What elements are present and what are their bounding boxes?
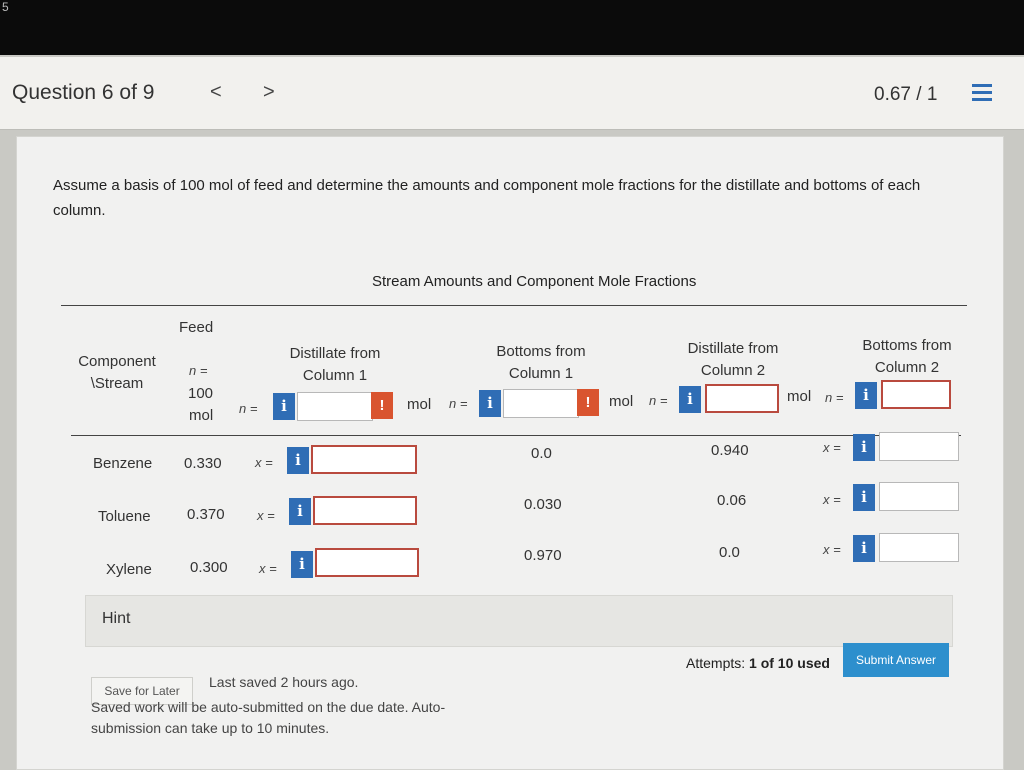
edge-fragment: 5 xyxy=(2,0,9,14)
row-toluene-bot1: 0.030 xyxy=(524,496,562,513)
row-benzene-bot2-info-icon[interactable]: i xyxy=(853,434,875,461)
bot1-n-warning-icon: ! xyxy=(577,389,599,416)
row-xylene-dist1-info-icon[interactable]: i xyxy=(291,551,313,578)
distillate-col2-header: Distillate from Column 2 xyxy=(687,340,779,379)
dist1-n-input[interactable] xyxy=(297,392,373,421)
row-benzene-dist1-input[interactable] xyxy=(311,445,417,474)
save-for-later-button[interactable]: Save for Later xyxy=(91,677,193,705)
attempts-counter: Attempts: 1 of 10 used xyxy=(686,655,830,671)
question-header: Question 6 of 9 < > 0.67 / 1 xyxy=(0,57,1024,130)
row-xylene-component: Xylene xyxy=(106,561,152,578)
dist2-n-input[interactable] xyxy=(705,384,779,413)
score-display: 0.67 / 1 xyxy=(874,84,938,105)
row-toluene-component: Toluene xyxy=(98,508,151,525)
row-benzene-dist2: 0.940 xyxy=(711,442,749,459)
dist1-n-label: n = xyxy=(239,401,258,416)
feed-n-unit: mol xyxy=(189,407,214,424)
row-xylene-dist2: 0.0 xyxy=(719,544,740,561)
dist2-n-unit: mol xyxy=(787,388,812,405)
bot2-n-label: n = xyxy=(825,390,844,405)
next-question-button[interactable]: > xyxy=(263,81,275,103)
table-header-rule xyxy=(71,435,961,436)
row-xylene-bot1: 0.970 xyxy=(524,547,562,564)
bot1-n-info-icon[interactable]: i xyxy=(479,390,501,417)
table-top-rule xyxy=(61,305,967,306)
row-xylene-x-label: x = xyxy=(259,561,277,576)
row-toluene-dist1-info-icon[interactable]: i xyxy=(289,498,311,525)
dist2-n-info-icon[interactable]: i xyxy=(679,386,701,413)
row-benzene-component: Benzene xyxy=(93,455,153,472)
row-toluene-bot2-info-icon[interactable]: i xyxy=(853,484,875,511)
row-xylene-feed: 0.300 xyxy=(190,559,228,576)
hint-section[interactable]: Hint xyxy=(85,595,953,647)
row-benzene-feed: 0.330 xyxy=(184,455,222,472)
top-dark-strip: 5 xyxy=(0,0,1024,55)
question-counter: Question 6 of 9 xyxy=(12,81,155,104)
row-xylene-bot2-info-icon[interactable]: i xyxy=(853,535,875,562)
question-list-icon[interactable] xyxy=(972,84,992,106)
table-title: Stream Amounts and Component Mole Fracti… xyxy=(372,273,697,290)
bot1-n-input[interactable] xyxy=(503,389,579,418)
bottoms-col2-header: Bottoms from Column 2 xyxy=(862,337,952,376)
feed-n-value: 100 xyxy=(188,385,214,402)
row-xylene-dist1-input[interactable] xyxy=(315,548,419,577)
row-toluene-dist1-input[interactable] xyxy=(313,496,417,525)
auto-submit-note: Saved work will be auto-submitted on the… xyxy=(91,699,446,736)
bot1-n-label: n = xyxy=(449,396,468,411)
row-benzene-dist1-info-icon[interactable]: i xyxy=(287,447,309,474)
last-saved-text: Last saved 2 hours ago. xyxy=(209,674,359,690)
dist2-n-label: n = xyxy=(649,393,668,408)
row-xylene-bot2-input[interactable] xyxy=(879,533,959,562)
row-toluene-bot2-input[interactable] xyxy=(879,482,959,511)
row-benzene-x-label: x = xyxy=(255,455,273,470)
row-xylene-bot2-x-label: x = xyxy=(823,542,841,557)
bot2-n-info-icon[interactable]: i xyxy=(855,382,877,409)
bottoms-col1-header: Bottoms from Column 1 xyxy=(496,343,586,382)
question-text: Assume a basis of 100 mol of feed and de… xyxy=(53,177,921,219)
row-toluene-feed: 0.370 xyxy=(187,506,225,523)
dist1-n-info-icon[interactable]: i xyxy=(273,393,295,420)
dist1-n-unit: mol xyxy=(407,396,432,413)
hint-toggle[interactable]: Hint xyxy=(102,610,131,627)
feed-n-label: n = xyxy=(189,363,208,378)
previous-question-button[interactable]: < xyxy=(210,81,222,103)
question-panel: Assume a basis of 100 mol of feed and de… xyxy=(16,136,1004,770)
row-toluene-dist2: 0.06 xyxy=(717,492,747,509)
submit-answer-button[interactable]: Submit Answer xyxy=(843,643,949,677)
distillate-col1-header: Distillate from Column 1 xyxy=(289,345,381,384)
dist1-n-warning-icon: ! xyxy=(371,392,393,419)
feed-header: Feed xyxy=(179,319,214,336)
row-toluene-bot2-x-label: x = xyxy=(823,492,841,507)
bot1-n-unit: mol xyxy=(609,393,634,410)
row-toluene-x-label: x = xyxy=(257,508,275,523)
component-header: Component \Stream xyxy=(78,353,156,392)
row-benzene-bot2-x-label: x = xyxy=(823,440,841,455)
row-benzene-bot2-input[interactable] xyxy=(879,432,959,461)
bot2-n-input[interactable] xyxy=(881,380,951,409)
row-benzene-bot1: 0.0 xyxy=(531,445,552,462)
